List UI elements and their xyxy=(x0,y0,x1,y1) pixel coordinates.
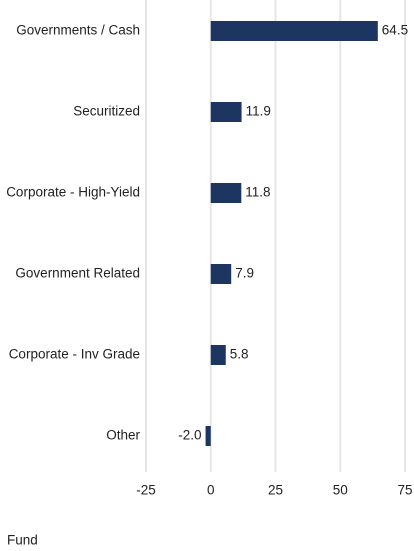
data-label: 7.9 xyxy=(235,266,254,281)
y-tick-label: Securitized xyxy=(73,104,140,119)
y-tick-label: Other xyxy=(106,428,140,443)
legend-label: Fund xyxy=(7,533,38,548)
y-tick-label: Corporate - High-Yield xyxy=(6,185,140,200)
y-tick-label: Government Related xyxy=(15,266,140,281)
bar xyxy=(210,102,242,122)
data-label: 11.8 xyxy=(245,185,270,200)
bar xyxy=(205,426,211,446)
y-tick-label: Corporate - Inv Grade xyxy=(9,347,140,362)
x-tick-label: 50 xyxy=(333,483,348,498)
bar xyxy=(210,345,226,365)
bar xyxy=(210,183,242,203)
bar xyxy=(210,264,232,284)
x-tick-label: -25 xyxy=(136,483,156,498)
data-label: -2.0 xyxy=(178,428,201,443)
bar xyxy=(210,21,378,41)
x-tick-label: 75 xyxy=(397,483,412,498)
data-label: 11.9 xyxy=(246,104,271,119)
data-label: 5.8 xyxy=(230,347,249,362)
x-tick-label: 25 xyxy=(268,483,283,498)
y-tick-label: Governments / Cash xyxy=(16,23,140,38)
x-tick-label: 0 xyxy=(207,483,215,498)
data-label: 64.5 xyxy=(382,23,408,38)
